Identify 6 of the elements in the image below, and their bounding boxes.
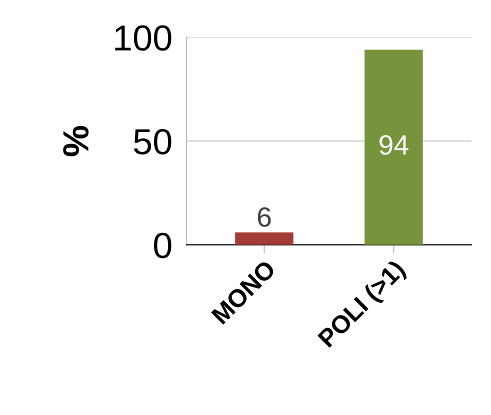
data-label: 94 [380,135,408,155]
y-axis-title: % [63,126,89,156]
y-tick-label: 50 [134,128,172,155]
data-label: 6 [258,207,271,227]
y-tick-label: 0 [154,232,172,258]
y-tick-label: 100 [115,25,172,51]
